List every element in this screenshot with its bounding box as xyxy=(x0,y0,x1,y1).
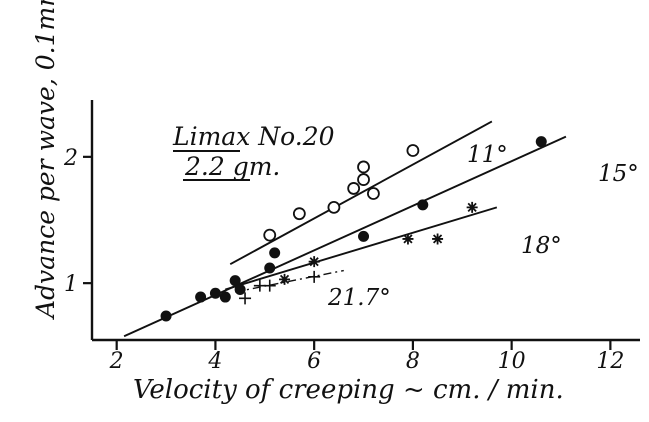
axes xyxy=(90,100,640,342)
fit-line-18 xyxy=(225,206,498,291)
point-filled-circle xyxy=(269,247,281,259)
point-open-circle xyxy=(357,160,370,174)
x-tick-label: 4 xyxy=(207,349,222,374)
fit-line-21-7 xyxy=(235,269,344,293)
series-label-21-7: 21.7° xyxy=(327,285,391,311)
y-axis-label: Advance per wave, 0.1mm. xyxy=(31,0,60,320)
point-filled-circle xyxy=(535,136,547,148)
chart-title: Limax No.20 xyxy=(172,122,335,151)
series-label-15: 15° xyxy=(598,161,639,187)
point-filled-circle xyxy=(219,291,231,303)
point-open-circle xyxy=(327,200,341,214)
chart-subtitle: 2.2 gm. xyxy=(184,152,280,181)
x-tick-label: 12 xyxy=(596,349,624,374)
x-tick-label: 10 xyxy=(498,349,526,374)
point-filled-circle xyxy=(417,199,429,211)
title-block: Limax No.20 2.2 gm. xyxy=(172,122,335,181)
point-asterisk xyxy=(308,256,320,268)
point-asterisk xyxy=(432,233,444,245)
point-open-circle xyxy=(367,187,380,200)
fit-line-15 xyxy=(123,135,567,338)
point-filled-circle xyxy=(264,262,276,274)
fit-line-11 xyxy=(229,120,493,266)
point-filled-circle xyxy=(195,291,207,303)
point-open-circle xyxy=(292,207,306,221)
point-cross xyxy=(308,270,321,283)
point-filled-circle xyxy=(234,283,246,295)
x-tick-label: 6 xyxy=(307,349,321,374)
data-points xyxy=(160,136,547,322)
series-labels: 11° 15° 18° 21.7° xyxy=(327,142,639,311)
point-open-circle xyxy=(347,182,361,195)
point-filled-circle xyxy=(160,310,172,322)
point-open-circle xyxy=(357,173,370,186)
point-open-circle xyxy=(263,228,277,242)
series-label-11: 11° xyxy=(467,142,508,168)
x-tick-label: 2 xyxy=(109,349,124,374)
series-label-18: 18° xyxy=(521,233,562,259)
x-tick-label: 8 xyxy=(406,349,420,374)
point-open-circle xyxy=(406,144,420,157)
point-cross xyxy=(239,292,252,305)
fit-lines xyxy=(123,120,567,338)
point-asterisk xyxy=(279,273,291,285)
y-tick-label: 2 xyxy=(63,146,78,171)
point-filled-circle xyxy=(209,287,221,299)
point-filled-circle xyxy=(358,230,370,242)
x-axis-label: Velocity of creeping ~ cm. / min. xyxy=(133,375,564,405)
point-asterisk xyxy=(402,233,414,245)
point-cross xyxy=(263,279,276,292)
y-tick-label: 1 xyxy=(64,272,78,297)
point-asterisk xyxy=(466,201,478,213)
point-filled-circle xyxy=(229,275,241,287)
